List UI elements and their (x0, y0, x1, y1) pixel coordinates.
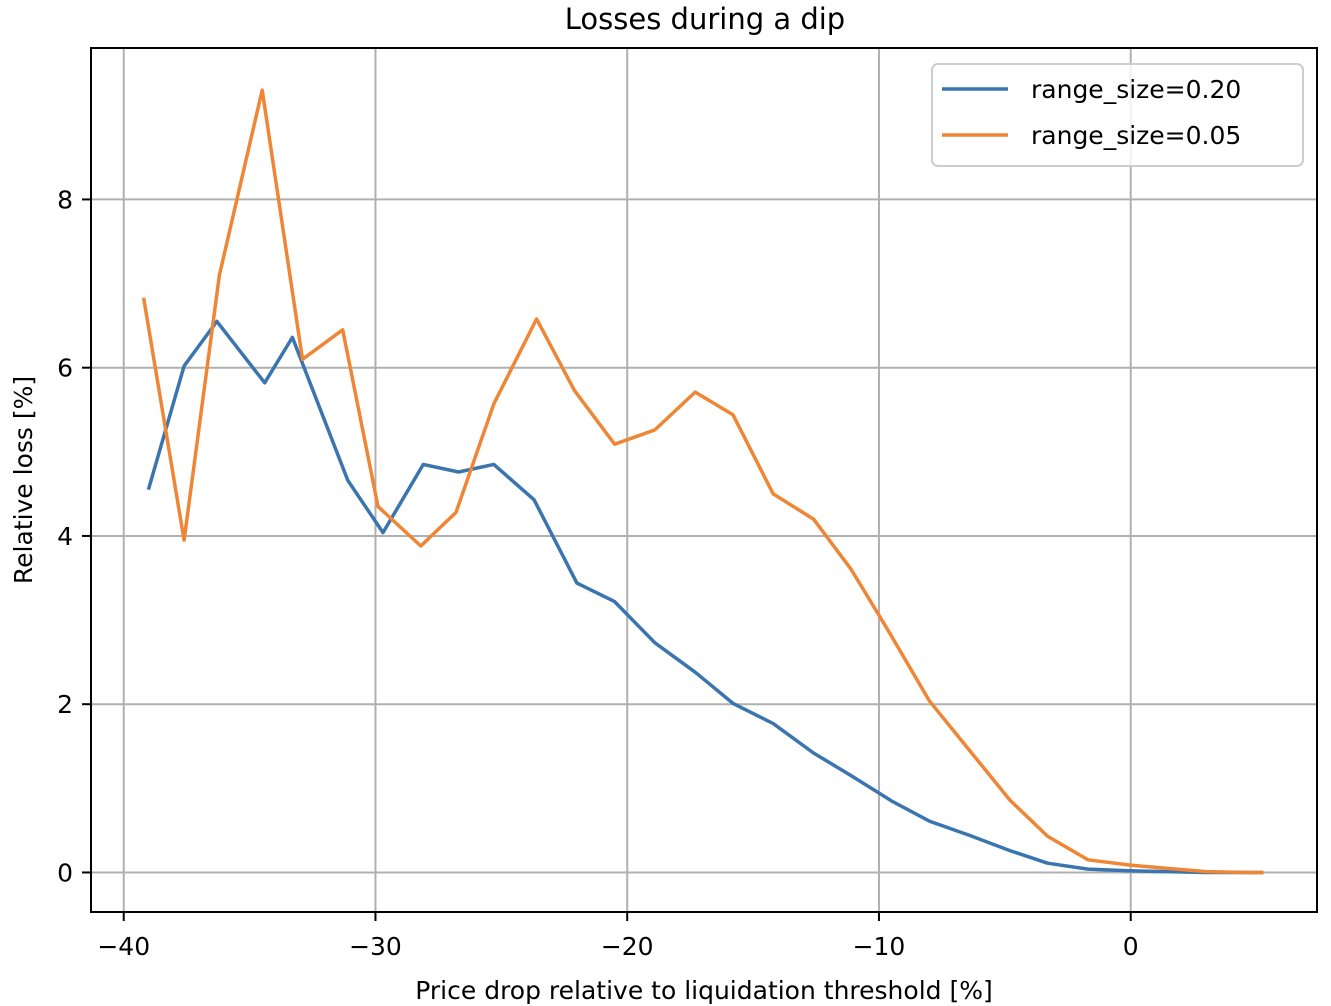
series-line-1 (146, 319, 1264, 875)
y-tick-label: 2 (57, 690, 73, 719)
grid (91, 48, 1317, 912)
x-tick-label: −40 (97, 932, 150, 961)
y-tick-label: 6 (57, 354, 73, 383)
x-tick-label: −20 (601, 932, 654, 961)
chart-title: Losses during a dip (565, 2, 845, 36)
y-tick-label: 4 (57, 522, 73, 551)
legend: range_size=0.20 range_size=0.05 (931, 63, 1304, 167)
y-tick-label: 8 (57, 185, 73, 214)
legend-label: range_size=0.20 (1031, 75, 1241, 104)
x-axis-label: Price drop relative to liquidation thres… (415, 976, 992, 1005)
axis-ticks: −40 −30 −20 −10 0 0 2 4 6 8 (57, 185, 1139, 961)
legend-label: range_size=0.05 (1031, 121, 1241, 150)
y-axis-label: Relative loss [%] (9, 376, 38, 584)
series-line-2 (141, 88, 1264, 875)
y-tick-label: 0 (57, 858, 73, 887)
x-tick-label: −10 (853, 932, 906, 961)
legend-box (931, 63, 1304, 167)
x-tick-label: 0 (1123, 932, 1139, 961)
plot-frame (90, 47, 1318, 913)
x-tick-label: −30 (349, 932, 402, 961)
series-layer (141, 88, 1264, 875)
